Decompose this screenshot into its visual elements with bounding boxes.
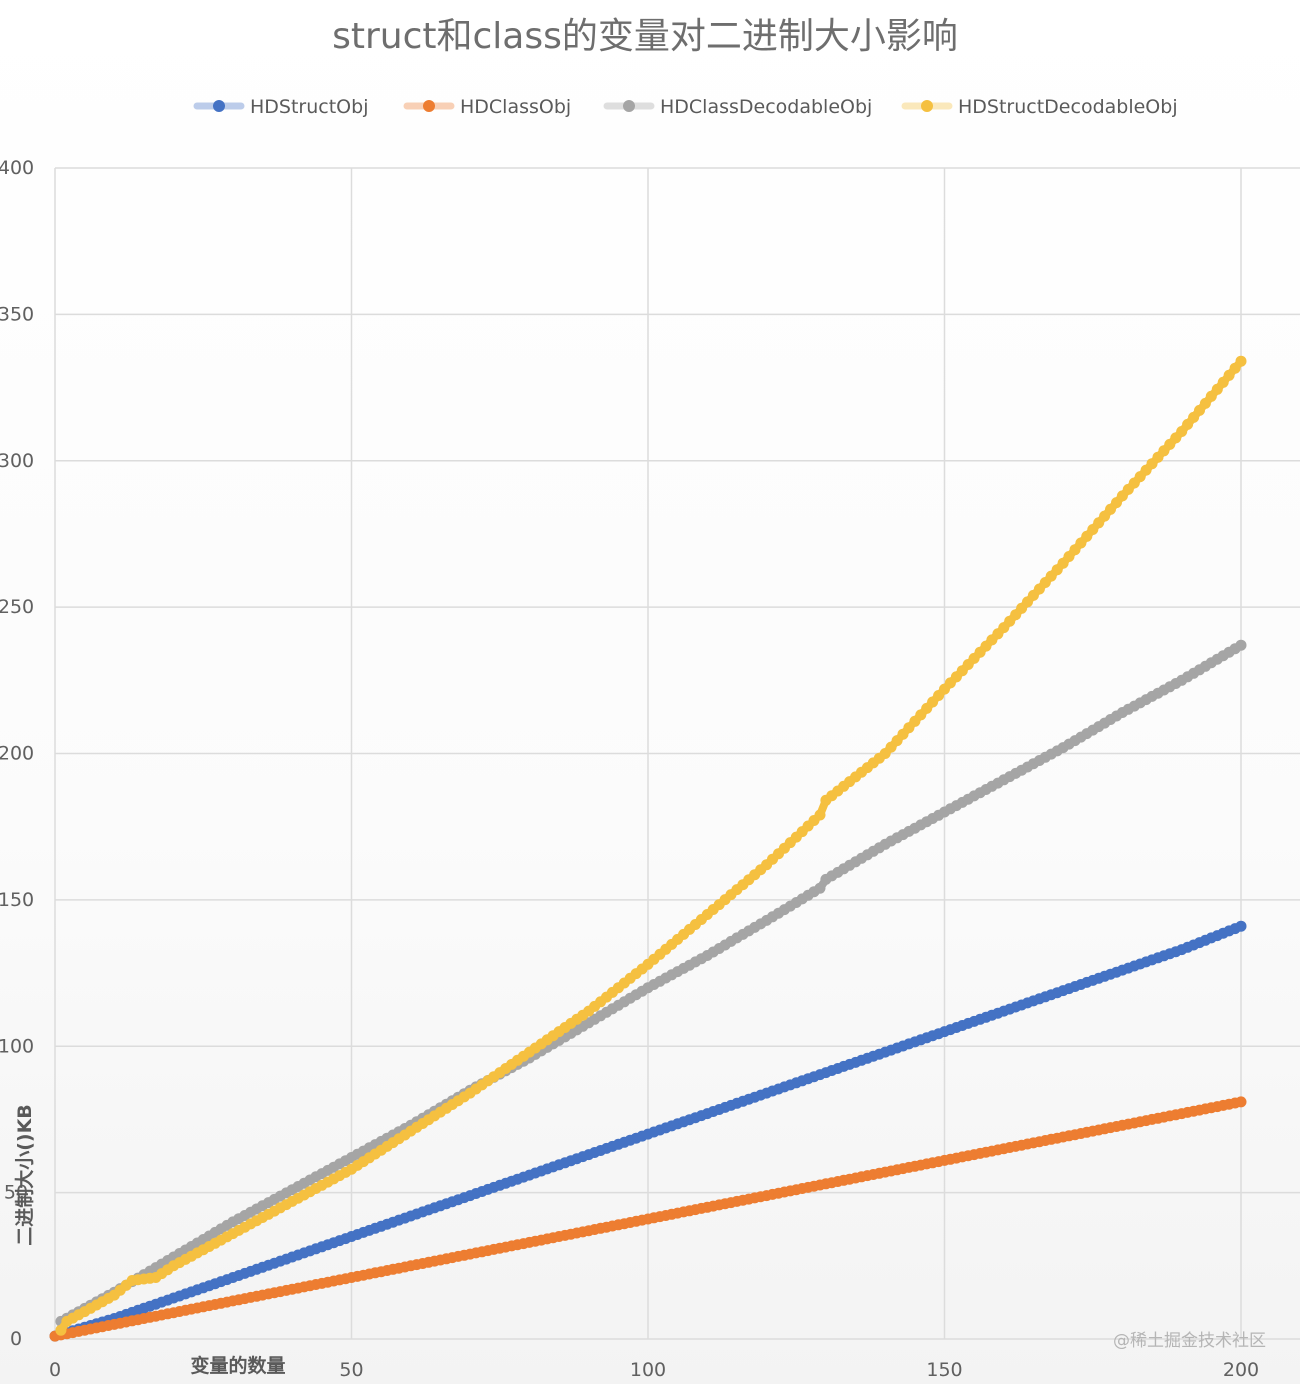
legend-marker bbox=[921, 100, 933, 112]
x-tick-label: 50 bbox=[339, 1359, 363, 1381]
y-axis-label: 二进制大小()KB bbox=[13, 1104, 36, 1246]
legend-marker bbox=[423, 100, 435, 112]
y-tick-label: 250 bbox=[0, 596, 34, 618]
y-tick-label: 100 bbox=[0, 1035, 34, 1057]
x-tick-label: 100 bbox=[630, 1359, 666, 1381]
series-line bbox=[56, 357, 1245, 1335]
data-point bbox=[1235, 639, 1247, 651]
y-tick-label: 400 bbox=[0, 157, 34, 179]
legend-item: HDStructDecodableObj bbox=[901, 96, 1178, 118]
x-tick-label: 150 bbox=[926, 1359, 962, 1381]
y-tick-label: 50 bbox=[4, 1182, 28, 1204]
legend-marker bbox=[623, 100, 635, 112]
x-axis-label: 变量的数量 bbox=[190, 1354, 285, 1377]
axes: 0 50 100 150 200 250 300 350 400 0 50 100 150 200 bbox=[0, 157, 1259, 1381]
legend-item: HDClassDecodableObj bbox=[603, 96, 872, 118]
y-tick-label: 0 bbox=[10, 1328, 22, 1350]
y-tick-label: 350 bbox=[0, 303, 34, 325]
x-tick-label: 200 bbox=[1223, 1359, 1259, 1381]
legend-label: HDStructDecodableObj bbox=[958, 96, 1178, 118]
y-tick-label: 150 bbox=[0, 889, 34, 911]
watermark: @稀土掘金技术社区 bbox=[1113, 1331, 1266, 1351]
x-tick-label: 0 bbox=[49, 1359, 61, 1381]
data-point bbox=[1235, 1096, 1247, 1108]
y-tick-label: 300 bbox=[0, 450, 34, 472]
data-point bbox=[1235, 355, 1247, 367]
y-tick-label: 200 bbox=[0, 743, 34, 765]
data-point bbox=[814, 882, 826, 894]
legend-label: HDClassObj bbox=[460, 96, 571, 118]
legend-label: HDStructObj bbox=[250, 96, 368, 118]
grid bbox=[54, 167, 1300, 1340]
data-point bbox=[55, 1324, 67, 1336]
chart-title: struct和class的变量对二进制大小影响 bbox=[332, 16, 958, 57]
legend: HDStructObj HDClassObj HDClassDecodableObj… bbox=[193, 96, 1178, 118]
series-HDStructDecodableObj bbox=[55, 355, 1247, 1336]
plot-area bbox=[49, 355, 1247, 1342]
data-point bbox=[814, 809, 826, 821]
series-HDClassObj bbox=[49, 1096, 1247, 1342]
legend-item: HDClassObj bbox=[403, 96, 571, 118]
legend-marker bbox=[213, 100, 225, 112]
legend-item: HDStructObj bbox=[193, 96, 368, 118]
legend-label: HDClassDecodableObj bbox=[660, 96, 872, 118]
data-point bbox=[1235, 920, 1247, 932]
